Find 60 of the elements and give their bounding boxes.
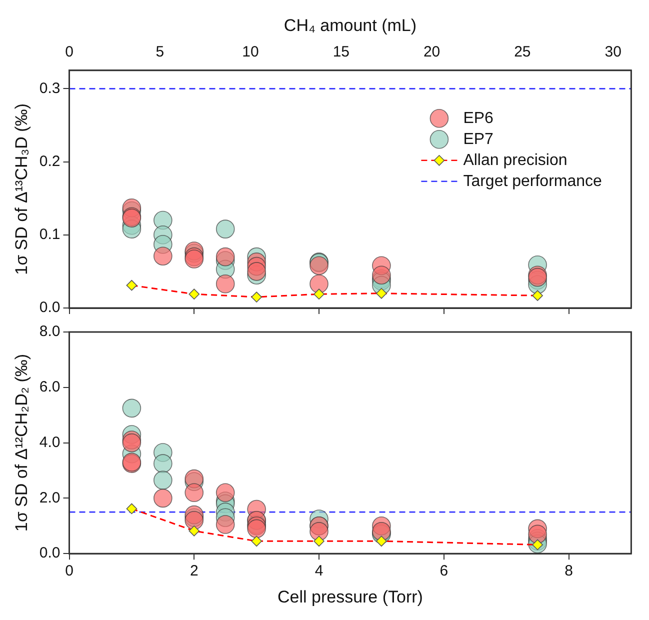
point (154, 488, 172, 508)
x2-tick-label: 20 (423, 44, 440, 61)
y-tick-label: 0.1 (39, 226, 60, 244)
y-tick-label: 0.0 (39, 544, 60, 562)
x-tick-label: 2 (190, 562, 198, 580)
x2-tick-label: 0 (65, 44, 74, 61)
point (122, 398, 142, 418)
point (188, 525, 200, 536)
legend-label: Target performance (463, 172, 602, 190)
point (314, 288, 324, 300)
point (154, 454, 172, 473)
point (247, 519, 266, 538)
point (126, 503, 138, 514)
x2-axis-title: CH₄ amount (mL) (284, 16, 417, 35)
point (251, 536, 262, 547)
y-tick-label: 4.0 (39, 434, 60, 451)
point (310, 522, 328, 541)
point (251, 292, 262, 302)
point (216, 247, 235, 266)
y-tick-label: 0.2 (39, 152, 60, 170)
point (154, 470, 172, 490)
x-tick-label: 4 (314, 562, 324, 580)
point (528, 524, 547, 544)
y-tick-label: 2.0 (39, 489, 60, 506)
y-tick-label: 6.0 (39, 378, 60, 396)
x2-tick-label: 15 (332, 44, 350, 61)
x-axis-title: Cell pressure (Torr) (277, 587, 423, 606)
point (216, 515, 235, 534)
point (216, 483, 235, 502)
legend-label: Allan precision (463, 152, 568, 169)
point (310, 256, 328, 275)
point (376, 536, 387, 547)
y-axis-title: 1σ SD of Δ¹³CH₃D (‰) (12, 104, 31, 275)
legend-label: EP6 (463, 110, 494, 127)
y-axis-title: 1σ SD of Δ¹²CH₂D₂ (‰) (12, 354, 31, 532)
point (122, 433, 142, 452)
point (216, 274, 235, 294)
x2-tick-label: 25 (514, 44, 531, 61)
x-tick-label: 8 (564, 562, 573, 580)
x2-tick-label: 10 (242, 44, 259, 61)
point (154, 246, 172, 266)
x-tick-label: 6 (440, 562, 448, 580)
point (184, 510, 204, 530)
point (310, 274, 328, 294)
point (184, 483, 204, 502)
point (188, 288, 200, 300)
y-tick-label: 0.3 (39, 80, 60, 97)
point (372, 266, 391, 284)
point (247, 262, 266, 281)
y-tick-label: 8.0 (39, 323, 60, 340)
point (126, 280, 138, 291)
point (532, 290, 543, 301)
point (376, 288, 387, 299)
legend-label: EP7 (463, 130, 494, 148)
x-tick-label: 0 (65, 562, 74, 580)
point (216, 220, 235, 238)
x2-tick-label: 5 (156, 44, 164, 61)
point (314, 536, 324, 547)
x2-tick-label: 30 (604, 44, 622, 61)
y-tick-label: 0.0 (39, 299, 60, 316)
